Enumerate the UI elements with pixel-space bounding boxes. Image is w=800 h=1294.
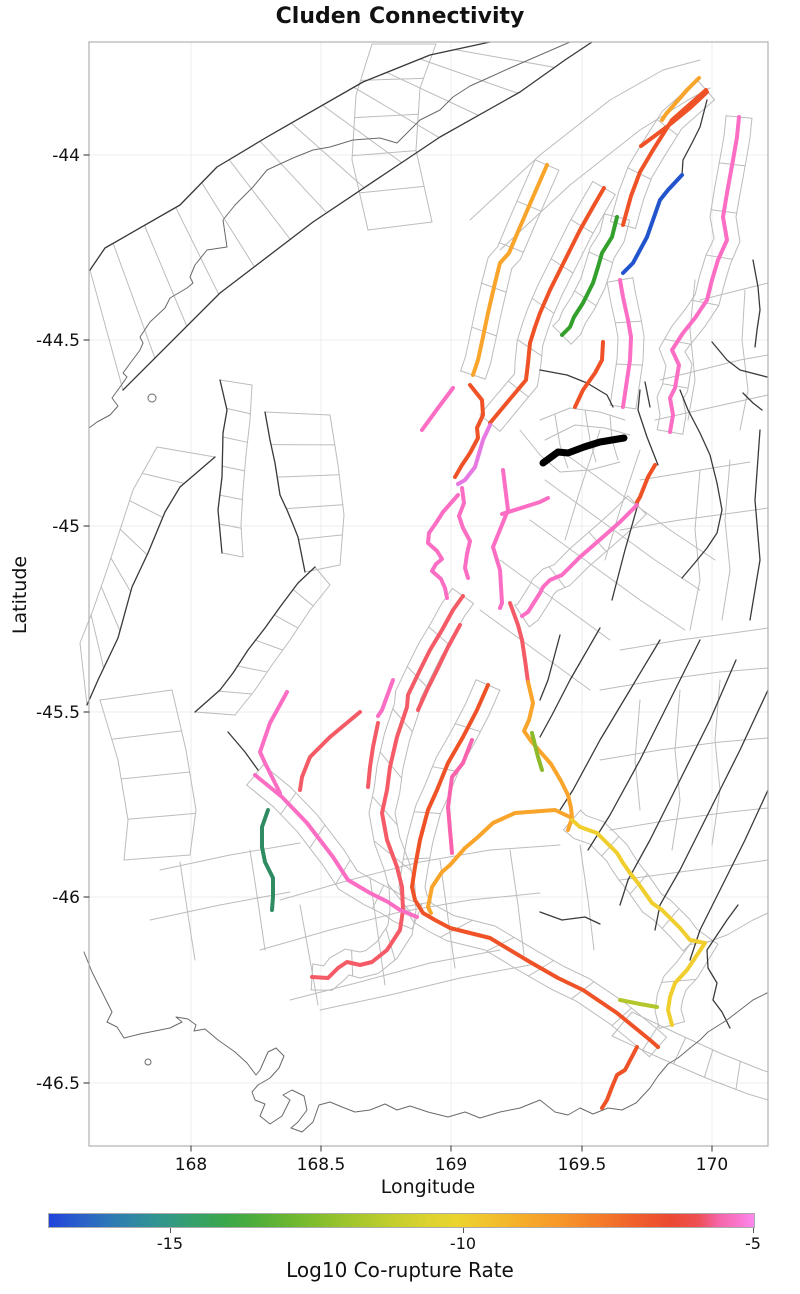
fault-pink-sw-diag [253,773,419,919]
x-tick-label: 169.5 [558,1155,607,1175]
fault-pink-smooth [491,468,510,610]
fault-rose-east [508,601,530,684]
fault-seagreen [260,808,275,912]
axis-frame: 168 168.5 169 169.5 170 -44 -44.5 -45 -45.5 -46 -4… [36,41,769,1175]
fault-pink-stub-2 [376,678,395,718]
fault-pink-left-curve [258,690,289,795]
colorbar-gradient [48,1213,755,1228]
colorbar-tick-label: -10 [449,1234,477,1253]
fault-orange-left [471,163,549,377]
fault-thick-black [539,434,628,467]
fault-rose-diag-b [416,623,462,712]
fault-yellow [570,818,707,1027]
fault-violet [456,423,492,486]
y-tick-label: -46.5 [36,1074,80,1094]
fault-pink-diag [520,503,639,618]
fault-deep-pink-vert [446,738,474,855]
fault-red-bottom [600,1045,639,1110]
colorbar-tick [170,1228,171,1233]
y-tick-label: -44.5 [36,331,80,351]
fault-pink-stub [500,496,550,516]
colored-fault-traces [253,76,741,1110]
fault-yellowgreen-upper [530,731,544,772]
fault-rose-vert [366,721,380,789]
colorbar-tick [753,1228,754,1233]
fault-orange-west [426,808,574,915]
plot-border [88,41,769,1147]
fault-rose-snake [310,594,465,980]
y-tick-label: -44 [52,146,80,166]
fault-rose-curve [298,710,362,792]
gray-fault-network [149,59,769,1011]
colorbar-tick-label: -5 [745,1234,761,1253]
fault-green [560,215,619,337]
x-tick-label: 168 [175,1155,207,1175]
colorbar-tick [463,1228,464,1233]
fault-red-top-a [639,90,709,148]
fault-pink-upleft [420,386,455,432]
x-tick-label: 170 [696,1155,728,1175]
fault-yellowgreen-lower [618,998,659,1009]
fault-pink-right [668,115,741,434]
island [144,1058,152,1066]
fault-pink-wiggle-a [457,486,472,580]
x-axis-label: Longitude [380,1176,476,1198]
fault-red-mid [488,186,606,425]
fault-orange-top [660,76,701,122]
fault-red-trunk [410,683,660,1049]
fault-pink-mid-upper [618,278,633,409]
fault-ladders [79,41,769,1101]
colorbar-label: Log10 Co-rupture Rate [286,1258,514,1282]
y-tick-label: -45 [52,517,80,537]
colorbar-tick-label: -15 [156,1234,184,1253]
fault-red-top-b [621,88,708,227]
fault-blue [621,173,684,275]
x-tick-label: 168.5 [297,1155,346,1175]
fault-orange-vert [522,680,574,832]
fault-pink-wiggle-b [426,493,460,600]
island [147,393,157,403]
fault-red-diag-top [635,463,657,504]
fault-red-short-mid [573,340,605,409]
y-tick-label: -45.5 [36,703,80,723]
x-tick-label: 169 [435,1155,467,1175]
y-tick-label: -46 [52,888,80,908]
y-axis-label: Latitude [9,555,31,635]
coastline [83,41,768,1133]
chart-title: Cluden Connectivity [275,4,525,29]
fault-red-curve-left [453,383,485,479]
